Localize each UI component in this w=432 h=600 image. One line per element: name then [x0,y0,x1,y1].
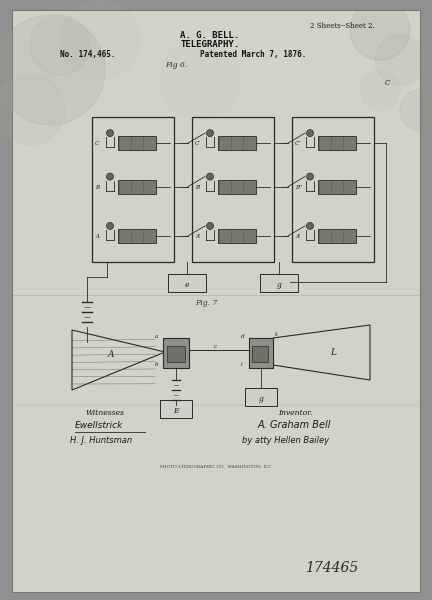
Text: a: a [155,334,158,339]
Bar [245,388,277,406]
Text: C: C [95,141,99,146]
Bar [318,229,356,243]
Circle shape [107,173,114,180]
Text: B: B [95,185,99,190]
Bar [318,136,356,150]
Text: B': B' [195,185,200,190]
Text: g: g [276,281,281,289]
Bar [168,274,206,292]
Bar [218,136,256,150]
Circle shape [107,130,114,137]
Text: Witnesses: Witnesses [85,409,124,417]
Circle shape [350,0,410,60]
Bar [249,338,273,368]
Text: d: d [241,334,245,339]
Text: H. J. Huntsman: H. J. Huntsman [70,436,132,445]
Text: A': A' [295,234,301,239]
Circle shape [306,173,314,180]
Bar [160,400,192,418]
Text: k: k [275,332,278,337]
Text: E: E [173,407,179,415]
Bar [318,179,356,194]
Bar [118,229,156,243]
Circle shape [206,130,213,137]
Text: 2 Sheets--Sheet 2.: 2 Sheets--Sheet 2. [310,22,375,30]
Text: Ewellstrick: Ewellstrick [75,421,124,430]
Bar [252,346,268,362]
Bar [260,274,298,292]
Text: L: L [330,348,336,357]
Text: b: b [155,362,159,367]
Text: TELEGRAPHY.: TELEGRAPHY. [181,40,240,49]
Text: Patented March 7, 1876.: Patented March 7, 1876. [200,50,306,59]
Text: c: c [214,344,217,349]
Text: i: i [241,362,243,367]
Text: 174465: 174465 [305,561,358,575]
Bar [167,346,185,362]
Text: A: A [108,350,114,359]
Text: A: A [95,234,99,239]
Bar [218,179,256,194]
Circle shape [160,40,240,120]
Text: A. G. BELL.: A. G. BELL. [181,31,240,40]
Circle shape [30,15,90,75]
Circle shape [0,15,105,125]
Bar [192,117,274,262]
Text: by atty Hellen Bailey: by atty Hellen Bailey [242,436,329,445]
Text: A. Graham Bell: A. Graham Bell [258,420,331,430]
Circle shape [375,35,425,85]
Circle shape [0,75,65,145]
Bar [92,117,174,262]
Text: C': C' [295,141,301,146]
Text: C: C [385,79,391,87]
Bar [118,179,156,194]
Bar [292,117,374,262]
Circle shape [206,173,213,180]
Bar [163,338,189,368]
Circle shape [206,223,213,229]
Circle shape [360,70,400,110]
Text: C': C' [195,141,201,146]
Circle shape [400,90,432,130]
Text: Fig. 7: Fig. 7 [195,299,217,307]
Text: B'': B'' [295,185,302,190]
Bar [218,229,256,243]
Text: Inventor.: Inventor. [278,409,312,417]
Circle shape [306,130,314,137]
Text: e: e [185,281,189,289]
Bar [118,136,156,150]
Circle shape [60,0,140,80]
Text: A': A' [195,234,200,239]
Circle shape [107,223,114,229]
Text: PHOTO-LITHOGRAPHIC CO., WASHINGTON, D.C.: PHOTO-LITHOGRAPHIC CO., WASHINGTON, D.C. [160,464,272,468]
Circle shape [306,223,314,229]
Text: g: g [259,395,264,403]
Text: No. 174,465.: No. 174,465. [60,50,115,59]
Text: Fig 6.: Fig 6. [165,61,187,69]
